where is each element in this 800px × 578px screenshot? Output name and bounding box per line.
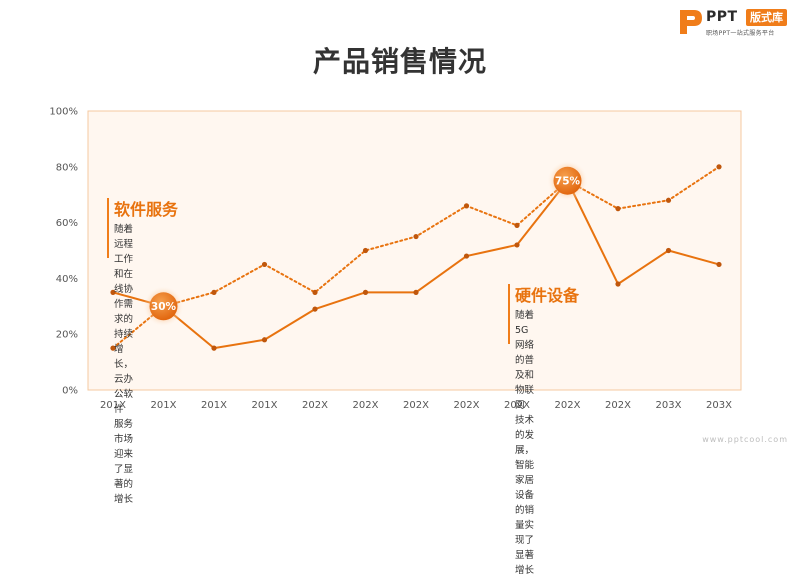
- x-tick-label: 201X: [151, 400, 177, 411]
- data-point: [514, 222, 520, 228]
- x-tick-label: 202X: [353, 400, 379, 411]
- x-tick-label: 203X: [656, 400, 682, 411]
- data-point: [211, 345, 217, 351]
- data-point: [463, 203, 470, 209]
- data-point: [716, 164, 722, 170]
- annotation-hardware-heading: 硬件设备: [515, 286, 580, 305]
- highlight-label: 75%: [555, 176, 581, 188]
- y-tick-label: 40%: [56, 274, 78, 285]
- data-point: [413, 289, 419, 295]
- highlight-marker: [149, 292, 178, 321]
- x-tick-label: 201X: [201, 400, 227, 411]
- data-point: [312, 306, 318, 312]
- x-tick-label: 202X: [555, 400, 581, 411]
- data-point: [615, 281, 621, 287]
- annotation-software-line: 服务市场迎来了显著的增长: [114, 419, 134, 505]
- data-point: [362, 289, 369, 295]
- data-point: [665, 197, 672, 203]
- data-point: [261, 337, 268, 343]
- annotation-software-line: 随着远程工作和在线协作需: [114, 224, 134, 310]
- annotation-accent-bar: [107, 198, 109, 258]
- x-tick-label: 202X: [403, 400, 429, 411]
- y-tick-label: 0%: [62, 386, 78, 397]
- ppt-logo-icon: [680, 10, 702, 34]
- x-tick-label: 203X: [706, 400, 732, 411]
- data-point: [312, 289, 318, 295]
- y-tick-label: 100%: [49, 107, 78, 118]
- brand-logo: PPT 版式库 职场PPT一站式服务平台: [678, 8, 796, 38]
- x-tick-label: 201X: [100, 400, 126, 411]
- y-tick-label: 80%: [56, 162, 78, 173]
- annotation-hardware-line: 随着5G网络的普及和物联网: [515, 310, 535, 411]
- y-tick-label: 20%: [56, 330, 78, 341]
- annotation-software-line: 求的持续增长，云办公软件: [114, 314, 134, 415]
- x-tick-label: 202X: [504, 400, 530, 411]
- highlight-marker: [553, 166, 582, 195]
- annotation-accent-bar: [508, 284, 510, 344]
- data-point: [716, 261, 722, 268]
- x-axis: 201X 201X 201X 201X 202X 202X 202X 202X 202X 202X…: [100, 400, 732, 411]
- watermark: www.pptcool.com: [702, 435, 788, 444]
- page-title: 产品销售情况: [312, 45, 487, 78]
- annotation-software-body: 随着远程工作和在线协作需 求的持续增长，云办公软件 服务市场迎来了显著的增长: [114, 222, 133, 507]
- y-axis: 0% 20% 40% 60% 80% 100%: [49, 107, 78, 397]
- highlight-group: 30% 75%: [142, 159, 589, 328]
- data-point: [362, 247, 369, 254]
- annotation-hardware-body: 随着5G网络的普及和物联网 技术的发展，智能家居设备 的销量实现了显著增长: [515, 308, 534, 578]
- annotation-hardware-line: 的销量实现了显著增长: [515, 505, 535, 576]
- data-point: [615, 206, 621, 212]
- y-tick-label: 60%: [56, 218, 78, 229]
- data-point: [413, 233, 419, 240]
- x-tick-label: 202X: [302, 400, 328, 411]
- brand-slogan: 职场PPT一站式服务平台: [706, 30, 775, 37]
- highlight-label: 30%: [151, 301, 177, 313]
- plot-area: [87, 110, 742, 391]
- annotation-hardware-line: 技术的发展，智能家居设备: [515, 415, 535, 501]
- brand-logo-text: PPT: [706, 9, 738, 25]
- data-point: [211, 289, 217, 295]
- data-point: [463, 253, 470, 259]
- x-tick-label: 201X: [252, 400, 278, 411]
- x-tick-label: 202X: [454, 400, 480, 411]
- line-chart: 0%20%40%60%80%100% 201X 201X 201X 201X 202X 2…: [49, 107, 742, 411]
- brand-tag: 版式库: [746, 9, 787, 26]
- annotation-software-heading: 软件服务: [114, 200, 179, 219]
- data-point: [261, 261, 268, 268]
- data-point: [665, 247, 672, 254]
- x-tick-label: 202X: [605, 400, 631, 411]
- data-point: [110, 289, 116, 295]
- data-point: [514, 242, 520, 248]
- data-point: [110, 345, 116, 351]
